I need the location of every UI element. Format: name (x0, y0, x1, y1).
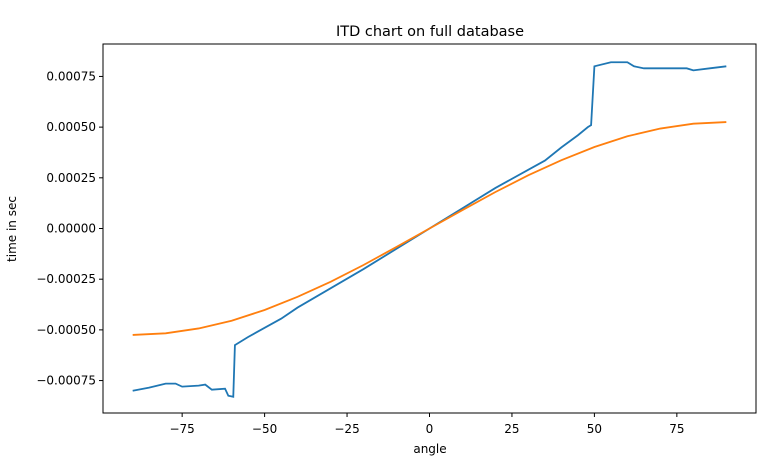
y-tick-label: −0.00075 (36, 374, 96, 388)
y-tick-label: 0.00075 (46, 69, 96, 83)
x-tick-label: 50 (587, 422, 602, 436)
x-tick-label: 0 (426, 422, 434, 436)
x-tick-label: −25 (334, 422, 359, 436)
x-tick-label: 75 (669, 422, 684, 436)
y-tick-label: 0.00000 (46, 222, 96, 236)
x-axis-label: angle (413, 442, 446, 456)
chart-title: ITD chart on full database (336, 24, 524, 40)
line-series (132, 121, 727, 336)
x-tick-label: −75 (169, 422, 194, 436)
x-tick-label: −50 (252, 422, 277, 436)
y-axis-label: time in sec (5, 196, 19, 262)
y-tick-label: 0.00025 (46, 171, 96, 185)
y-tick-label: −0.00050 (36, 323, 96, 337)
x-tick-label: 25 (504, 422, 519, 436)
y-tick-label: 0.00050 (46, 120, 96, 134)
y-tick-label: −0.00025 (36, 272, 96, 286)
